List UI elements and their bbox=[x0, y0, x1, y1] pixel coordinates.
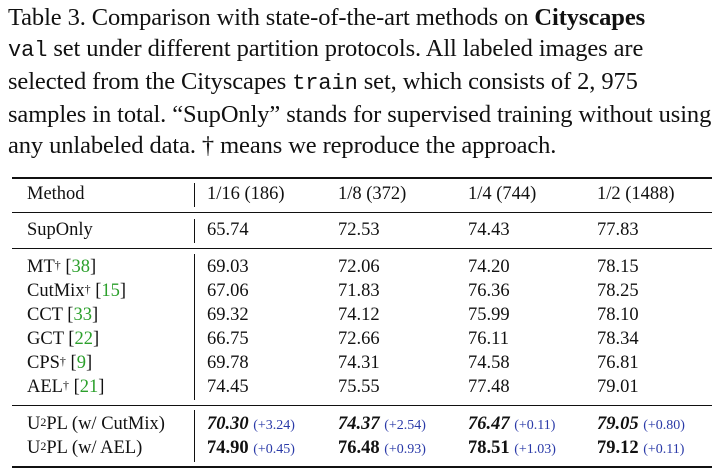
table-cell: 71.83 bbox=[338, 281, 380, 301]
table-cell: 79.12 (+0.11) bbox=[597, 438, 685, 458]
table-cell: 74.20 bbox=[468, 257, 510, 277]
column-divider bbox=[194, 410, 195, 462]
method-name: CCT [33] bbox=[27, 305, 99, 325]
table-cell: 69.03 bbox=[207, 257, 249, 277]
table-cell: 76.48 (+0.93) bbox=[338, 438, 426, 458]
table-cell: 69.32 bbox=[207, 305, 249, 325]
table-cell: 78.10 bbox=[597, 305, 639, 325]
table-row-ours: U2PL (w/ CutMix) 70.30 (+3.24) 74.37 (+2… bbox=[0, 411, 720, 437]
table-cell: 76.11 bbox=[468, 329, 509, 349]
header-rule bbox=[12, 212, 712, 213]
citation-link[interactable]: 33 bbox=[73, 305, 92, 325]
table-cell: 74.43 bbox=[468, 220, 510, 240]
table-cell: 75.99 bbox=[468, 305, 510, 325]
method-name: CPS† [9] bbox=[27, 353, 93, 373]
method-name: AEL† [21] bbox=[27, 377, 105, 397]
header-col-4: 1/2 (1488) bbox=[597, 184, 675, 204]
table-cell: 79.05 (+0.80) bbox=[597, 414, 685, 434]
caption-text-1: Table 3. Comparison with state-of-the-ar… bbox=[8, 4, 535, 31]
table-row: CutMix† [15] 67.06 71.83 76.36 78.25 bbox=[0, 278, 720, 304]
column-divider bbox=[194, 254, 195, 400]
table-row: SupOnly 65.74 72.53 74.43 77.83 bbox=[0, 217, 720, 243]
method-name: CutMix† [15] bbox=[27, 281, 127, 301]
table-cell: 74.45 bbox=[207, 377, 249, 397]
table-cell: 76.47 (+0.11) bbox=[468, 414, 556, 434]
header-col-1: 1/16 (186) bbox=[207, 184, 285, 204]
ours-rule bbox=[12, 405, 712, 406]
table-cell: 78.25 bbox=[597, 281, 639, 301]
table-row-ours: U2PL (w/ AEL) 74.90 (+0.45) 76.48 (+0.93… bbox=[0, 435, 720, 461]
table-cell: 74.90 (+0.45) bbox=[207, 438, 295, 458]
method-name: U2PL (w/ CutMix) bbox=[27, 414, 165, 434]
caption-text-3: set, which consists of 2, 975 samples in… bbox=[8, 68, 712, 159]
table-cell: 78.51 (+1.03) bbox=[468, 438, 556, 458]
caption-text-2: set under different partition protocols.… bbox=[8, 35, 644, 95]
table-cell: 72.06 bbox=[338, 257, 380, 277]
header-col-2: 1/8 (372) bbox=[338, 184, 407, 204]
table-cell: 72.53 bbox=[338, 220, 380, 240]
header-method: Method bbox=[27, 184, 85, 204]
citation-link[interactable]: 38 bbox=[71, 257, 91, 277]
table-cell: 74.31 bbox=[338, 353, 380, 373]
column-divider bbox=[194, 183, 195, 207]
method-name: GCT [22] bbox=[27, 329, 100, 349]
table-cell: 78.34 bbox=[597, 329, 639, 349]
citation-link[interactable]: 15 bbox=[101, 281, 120, 301]
table-row: GCT [22] 66.75 72.66 76.11 78.34 bbox=[0, 326, 720, 352]
table-row: CCT [33] 69.32 74.12 75.99 78.10 bbox=[0, 302, 720, 328]
caption-split-train: train bbox=[292, 71, 358, 96]
header-col-3: 1/4 (744) bbox=[468, 184, 537, 204]
table-cell: 78.15 bbox=[597, 257, 639, 277]
table-cell: 69.78 bbox=[207, 353, 249, 373]
table-row: AEL† [21] 74.45 75.55 77.48 79.01 bbox=[0, 374, 720, 400]
table-cell: 74.58 bbox=[468, 353, 510, 373]
table-caption: Table 3. Comparison with state-of-the-ar… bbox=[8, 2, 712, 161]
citation-link[interactable]: 9 bbox=[76, 353, 86, 373]
method-name: MT† [38] bbox=[27, 257, 97, 277]
table-cell: 75.55 bbox=[338, 377, 380, 397]
table-cell: 74.37 (+2.54) bbox=[338, 414, 426, 434]
table-cell: 70.30 (+3.24) bbox=[207, 414, 295, 434]
table-cell: 77.48 bbox=[468, 377, 510, 397]
table-row: CPS† [9] 69.78 74.31 74.58 76.81 bbox=[0, 350, 720, 376]
table-bottom-rule bbox=[12, 466, 712, 468]
column-divider bbox=[194, 219, 195, 243]
citation-link[interactable]: 21 bbox=[79, 377, 99, 397]
table-cell: 74.12 bbox=[338, 305, 380, 325]
table-cell: 77.83 bbox=[597, 220, 639, 240]
table-cell: 66.75 bbox=[207, 329, 249, 349]
table-row: MT† [38] 69.03 72.06 74.20 78.15 bbox=[0, 254, 720, 280]
table-cell: 67.06 bbox=[207, 281, 249, 301]
caption-split-val: val bbox=[8, 38, 48, 63]
table-cell: 79.01 bbox=[597, 377, 639, 397]
table-cell: 76.81 bbox=[597, 353, 639, 373]
table-cell: 76.36 bbox=[468, 281, 510, 301]
table-header-row: Method 1/16 (186) 1/8 (372) 1/4 (744) 1/… bbox=[0, 181, 720, 207]
caption-dataset-name: Cityscapes bbox=[534, 4, 646, 31]
citation-link[interactable]: 22 bbox=[74, 329, 93, 349]
table-cell: 65.74 bbox=[207, 220, 249, 240]
method-name: SupOnly bbox=[27, 220, 93, 240]
method-name: U2PL (w/ AEL) bbox=[27, 438, 143, 458]
table-top-rule bbox=[12, 177, 712, 179]
suponly-rule bbox=[12, 248, 712, 249]
table-cell: 72.66 bbox=[338, 329, 380, 349]
